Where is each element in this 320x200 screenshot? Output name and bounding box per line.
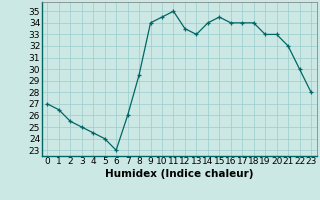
X-axis label: Humidex (Indice chaleur): Humidex (Indice chaleur) xyxy=(105,169,253,179)
